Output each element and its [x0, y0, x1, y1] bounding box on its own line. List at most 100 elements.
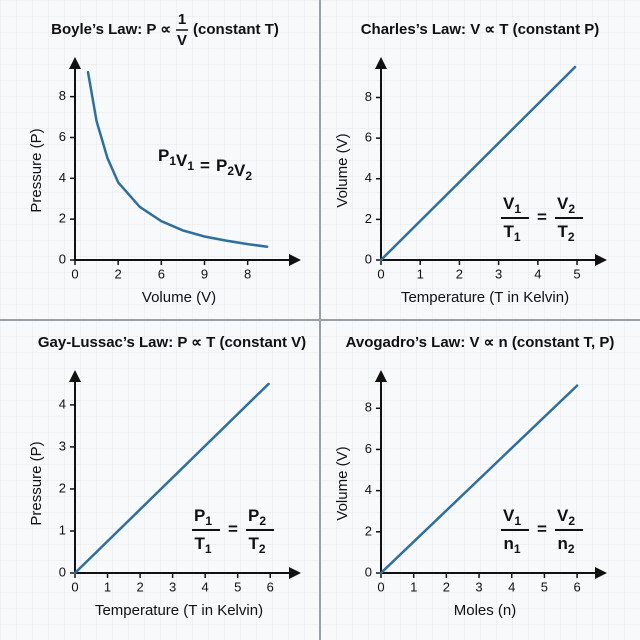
- title-numerator: 1: [178, 11, 186, 28]
- y-tick-label: 2: [365, 211, 372, 226]
- term-base: T: [194, 534, 205, 553]
- x-axis-arrow: [289, 254, 301, 266]
- term-base: V: [503, 506, 515, 525]
- x-tick-label: 5: [541, 579, 548, 594]
- x-tick-label: 6: [158, 266, 165, 281]
- x-tick-label: 3: [475, 579, 482, 594]
- equation-term: T2: [248, 534, 265, 556]
- y-tick-label: 4: [59, 396, 66, 411]
- equation-term: P1: [194, 506, 212, 528]
- y-tick-label: 4: [59, 170, 66, 185]
- x-tick-label: 8: [244, 266, 251, 281]
- y-tick-label: 0: [59, 564, 66, 579]
- term-subscript: 2: [568, 514, 575, 528]
- y-tick-label: 1: [59, 522, 66, 537]
- x-tick-label: 0: [71, 579, 78, 594]
- term-base: V: [503, 194, 515, 213]
- equation-term: n2: [557, 534, 574, 556]
- equation-sign: =: [537, 519, 547, 538]
- x-axis-label: Temperature (T in Kelvin): [401, 289, 569, 306]
- equation-term: n1: [503, 534, 520, 556]
- term-base: V: [234, 161, 246, 180]
- x-tick-label: 5: [573, 266, 580, 281]
- y-axis-label: Volume (V): [334, 133, 351, 207]
- term-base: V: [176, 151, 188, 170]
- x-tick-label: 2: [443, 579, 450, 594]
- equation-sign: =: [200, 156, 210, 175]
- equation-sign: =: [537, 207, 547, 226]
- x-axis-arrow: [595, 254, 607, 266]
- y-tick-label: 8: [365, 89, 372, 104]
- x-tick-label: 6: [573, 579, 580, 594]
- x-tick-label: 4: [534, 266, 541, 281]
- x-tick-label: 2: [115, 266, 122, 281]
- x-tick-label: 0: [71, 266, 78, 281]
- term-base: T: [503, 222, 514, 241]
- term-base: V: [557, 194, 569, 213]
- term-subscript: 2: [568, 542, 575, 556]
- x-tick-label: 3: [169, 579, 176, 594]
- equation-term: V1: [503, 506, 521, 528]
- y-tick-label: 6: [365, 441, 372, 456]
- y-tick-label: 8: [365, 400, 372, 415]
- y-tick-label: 0: [59, 251, 66, 266]
- term-subscript: 1: [514, 202, 521, 216]
- y-axis-label: Volume (V): [334, 446, 351, 520]
- y-axis-arrow: [69, 57, 81, 69]
- x-axis-label: Temperature (T in Kelvin): [95, 602, 263, 619]
- y-tick-label: 0: [365, 251, 372, 266]
- x-tick-label: 1: [104, 579, 111, 594]
- y-tick-label: 3: [59, 438, 66, 453]
- x-axis-arrow: [595, 567, 607, 579]
- chart-title: Charles’s Law: V ∝ T (constant P): [361, 21, 600, 38]
- y-tick-label: 6: [59, 129, 66, 144]
- x-tick-label: 2: [456, 266, 463, 281]
- y-tick-label: 0: [365, 564, 372, 579]
- term-subscript: 2: [245, 169, 252, 183]
- equation-term: T1: [503, 222, 520, 244]
- term-subscript: 1: [205, 542, 212, 556]
- title-denominator: V: [177, 32, 187, 49]
- x-tick-label: 3: [495, 266, 502, 281]
- equation-term: T2: [557, 222, 574, 244]
- term-base: n: [503, 534, 513, 553]
- y-tick-label: 6: [365, 130, 372, 145]
- y-axis-arrow: [375, 370, 387, 382]
- term-base: P: [158, 146, 169, 165]
- term-base: n: [557, 534, 567, 553]
- equation-term: T1: [194, 534, 211, 556]
- data-line: [379, 384, 579, 575]
- chart-title-suffix: (constant T): [193, 21, 279, 38]
- y-tick-label: 2: [365, 523, 372, 538]
- term-subscript: 1: [205, 514, 212, 528]
- term-subscript: 1: [187, 159, 194, 173]
- data-line: [73, 382, 270, 575]
- data-line: [86, 70, 269, 248]
- y-axis-label: Pressure (P): [28, 128, 45, 212]
- y-axis-arrow: [375, 57, 387, 69]
- y-tick-label: 4: [365, 482, 372, 497]
- term-base: V: [557, 506, 569, 525]
- equation-term: V1: [503, 194, 521, 216]
- x-axis-label: Moles (n): [454, 602, 517, 619]
- y-tick-label: 2: [59, 211, 66, 226]
- x-tick-label: 9: [201, 266, 208, 281]
- term-base: T: [248, 534, 259, 553]
- equation-term: P2: [248, 506, 266, 528]
- x-tick-label: 0: [377, 579, 384, 594]
- equation-sign: =: [228, 519, 238, 538]
- term-subscript: 1: [169, 154, 176, 168]
- y-tick-label: 2: [59, 480, 66, 495]
- chart-title: Avogadro’s Law: V ∝ n (constant T, P): [346, 334, 615, 351]
- term-subscript: 2: [227, 164, 234, 178]
- x-tick-label: 1: [417, 266, 424, 281]
- term-base: P: [194, 506, 205, 525]
- term-subscript: 2: [259, 514, 266, 528]
- term-subscript: 1: [514, 514, 521, 528]
- term-base: P: [216, 156, 227, 175]
- term-subscript: 1: [514, 542, 521, 556]
- term-subscript: 1: [514, 230, 521, 244]
- x-axis-arrow: [289, 567, 301, 579]
- x-tick-label: 6: [267, 579, 274, 594]
